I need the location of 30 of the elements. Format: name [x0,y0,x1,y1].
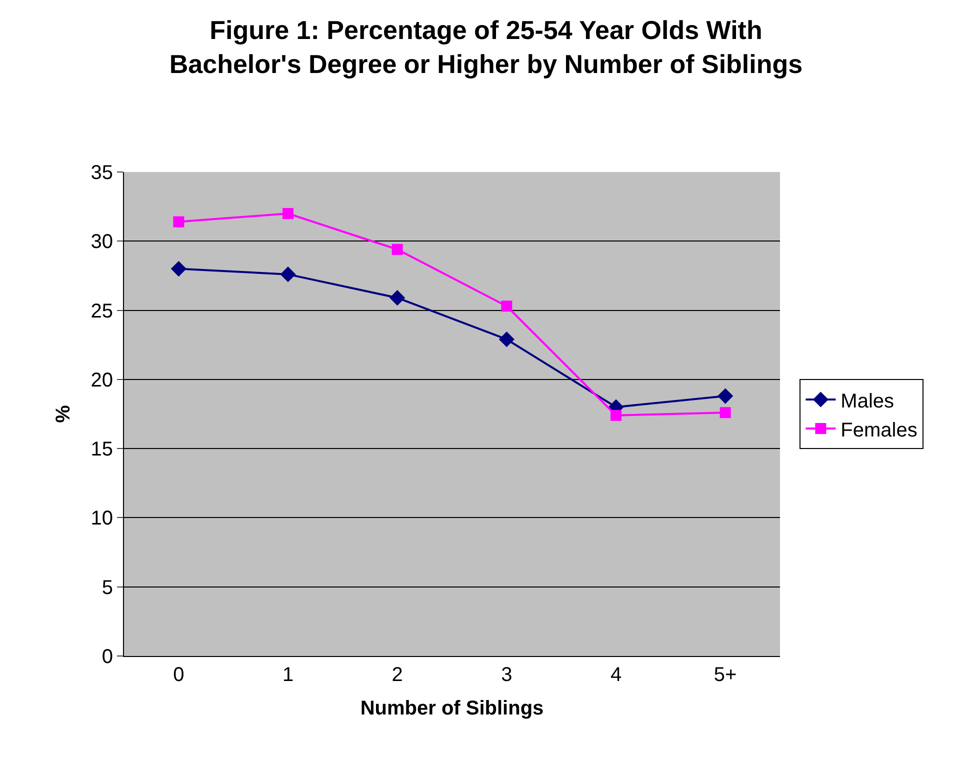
point [282,208,294,219]
point [170,261,186,277]
y-tick-label: 20 [90,369,113,392]
y-axis-title: % [52,404,74,423]
legend-label: Males [840,390,894,412]
y-tick-label: 30 [90,231,113,254]
point [501,300,512,312]
x-tick-label: 1 [282,664,294,686]
point [173,216,184,228]
legend-label: Females [840,419,918,442]
chart-title: Figure 1: Percentage of 25-54 Year Olds With Bachelor's Degree or Higher by Number of Siblings [169,14,803,79]
y-tick-label: 0 [102,646,113,668]
y-tick-label: 35 [90,162,113,184]
point [392,244,403,255]
y-tick-label: 5 [102,576,113,599]
y-tick-label: 15 [90,438,113,461]
x-tick-label: 2 [392,664,403,686]
point [610,410,622,421]
x-tick-label: 5+ [714,664,737,686]
x-axis-title: Number of Siblings [360,698,544,720]
point [390,290,406,306]
x-tick-label: 4 [610,664,622,686]
x-tick-label: 0 [173,664,184,686]
x-tick-label: 3 [501,664,512,686]
point [720,407,731,418]
point [498,332,514,348]
point [280,266,296,282]
point [718,388,734,404]
y-tick-label: 10 [90,508,113,530]
y-tick-label: 25 [90,300,113,322]
